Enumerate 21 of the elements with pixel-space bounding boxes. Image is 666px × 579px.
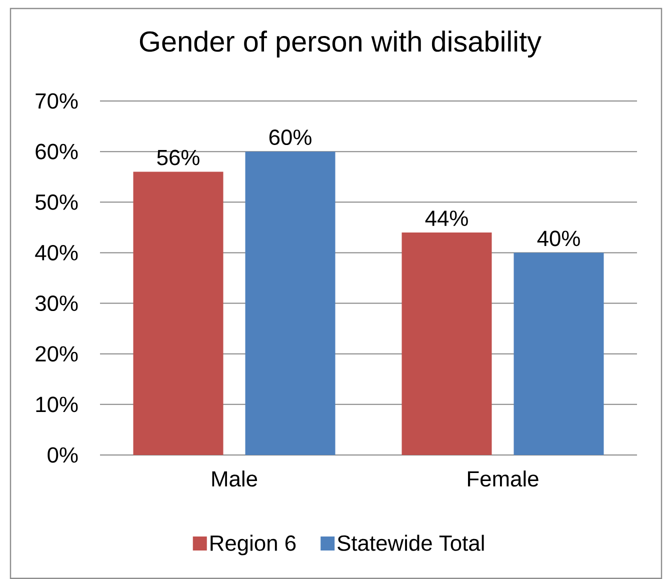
legend-label: Region 6: [210, 534, 296, 556]
x-tick-label: Male: [212, 470, 258, 487]
chart-title: Gender of person with disability: [140, 30, 542, 58]
x-tick-label: Female: [468, 470, 538, 487]
legend-label: Statewide Total: [338, 534, 484, 551]
data-label: 40%: [537, 230, 580, 246]
y-tick-label: 40%: [35, 244, 78, 260]
y-tick-label: 60%: [36, 144, 78, 160]
data-label: 60%: [269, 130, 312, 146]
bar: [133, 172, 224, 455]
data-label: 56%: [157, 150, 200, 166]
y-tick-label: 10%: [36, 396, 78, 412]
bar: [402, 232, 492, 455]
y-tick-label: 30%: [35, 296, 78, 312]
y-tick-label: 50%: [35, 194, 78, 210]
bar: [245, 152, 336, 455]
y-tick-label: 70%: [36, 93, 78, 109]
data-label: 44%: [425, 210, 468, 226]
y-tick-label: 0%: [48, 447, 78, 463]
bar: [514, 252, 604, 455]
y-tick-label: 20%: [36, 346, 78, 362]
